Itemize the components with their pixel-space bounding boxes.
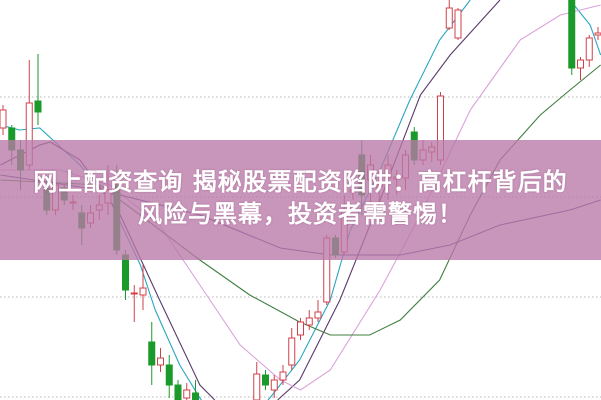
candle-up [130, 285, 138, 322]
candle-body [288, 337, 296, 366]
moving-average-line [569, 0, 601, 56]
candle-body [174, 384, 182, 400]
candle-up [157, 348, 164, 372]
candle-body [305, 317, 313, 326]
candle-body [157, 357, 164, 366]
candle-body [279, 371, 287, 381]
candle-down [174, 380, 182, 400]
candle-up [445, 0, 453, 30]
candle-body [297, 321, 304, 336]
candle-down [165, 355, 173, 398]
candle-up [139, 265, 147, 310]
candle-body [139, 287, 147, 296]
candle-body [183, 389, 191, 399]
candle-down [148, 322, 156, 385]
candle-body [130, 292, 138, 295]
candle-body [0, 109, 7, 129]
candle-body [445, 7, 453, 29]
candle-up [270, 375, 278, 398]
candle-body [577, 59, 584, 69]
candle-up [253, 362, 261, 400]
candle-up [314, 300, 322, 322]
moving-average-line [0, 64, 601, 336]
candle-up [594, 27, 601, 40]
headline-line-1: 网上配资查询 揭秘股票配资陷阱：高杠杆背后的 [33, 168, 568, 196]
candle-up [183, 383, 191, 400]
candle-body [314, 311, 322, 319]
headline-banner [0, 140, 601, 260]
candle-up [454, 8, 462, 40]
candle-up [305, 310, 313, 330]
candle-up [279, 365, 287, 385]
candle-body [594, 32, 601, 36]
candle-up [297, 318, 304, 340]
candle-body [148, 341, 156, 366]
candle-body [270, 379, 278, 391]
candle-body [253, 373, 261, 400]
candle-down [34, 54, 42, 125]
candle-up [577, 57, 584, 80]
candle-down [192, 380, 199, 400]
candle-up [585, 35, 593, 67]
candle-down [262, 370, 269, 390]
candle-body [568, 0, 576, 69]
candle-body [454, 9, 462, 39]
candle-body [585, 37, 593, 61]
candle-body [34, 100, 42, 113]
candle-up [288, 328, 296, 370]
candle-body [192, 392, 199, 400]
candle-body [122, 254, 129, 291]
candle-up [0, 105, 7, 135]
candle-body [262, 374, 269, 386]
candle-body [165, 364, 173, 386]
headline-line-2: 风险与黑幕，投资者需警惕！ [138, 200, 463, 228]
candle-down [568, 0, 576, 75]
